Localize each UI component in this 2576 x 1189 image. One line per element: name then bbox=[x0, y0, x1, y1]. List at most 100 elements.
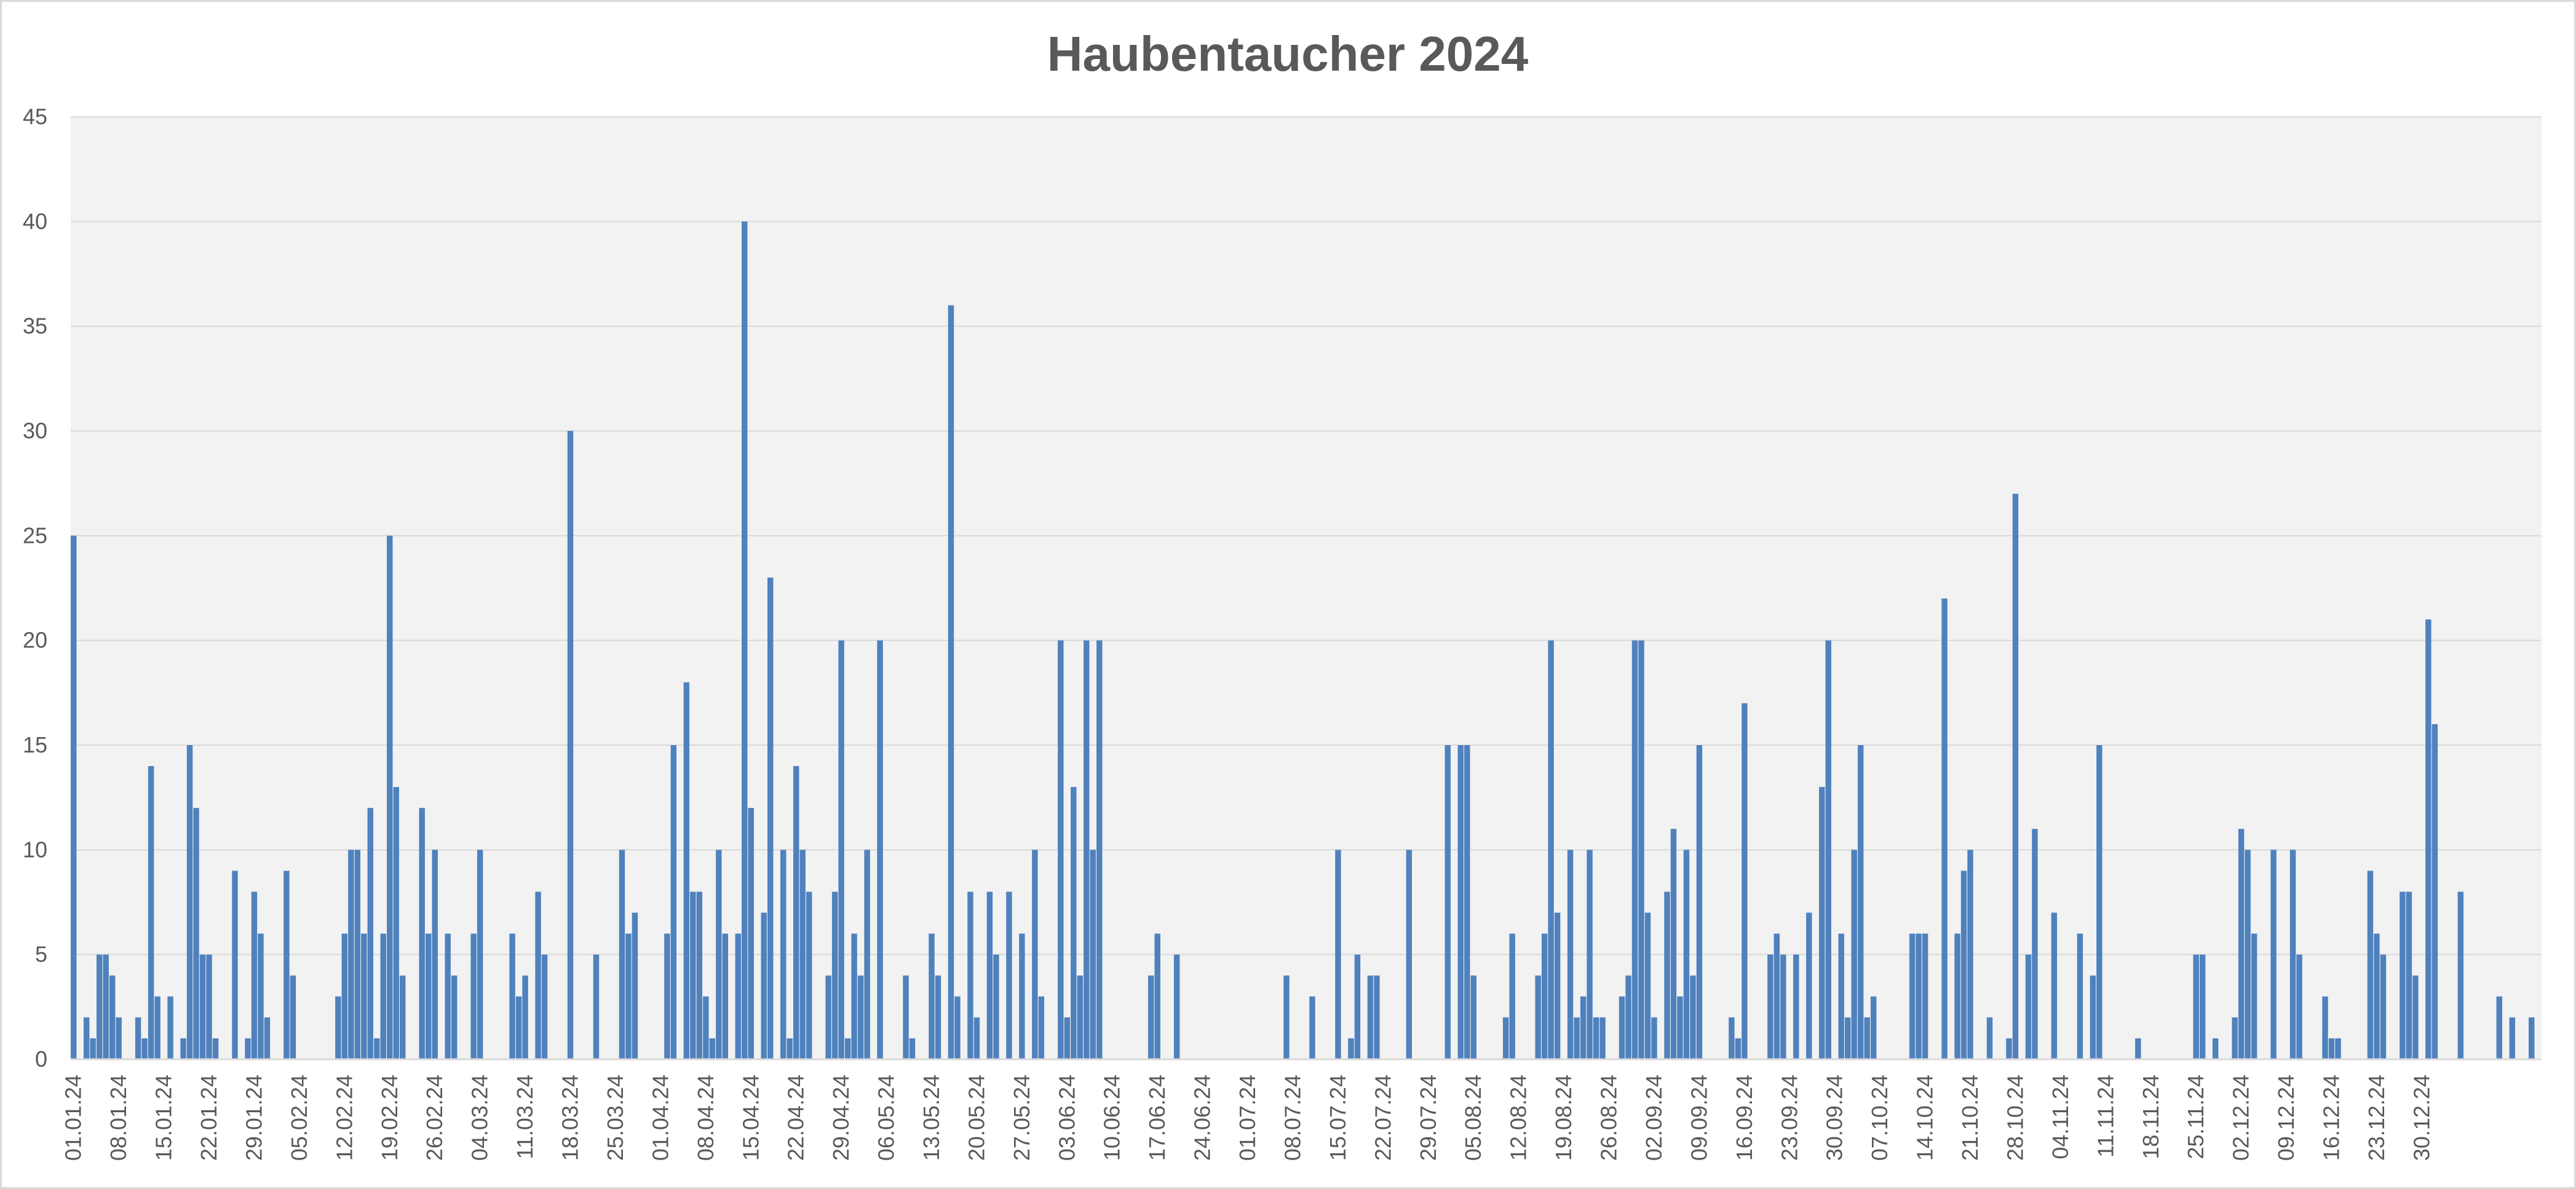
bar bbox=[567, 431, 574, 1059]
bar bbox=[844, 1038, 851, 1059]
bar bbox=[1038, 996, 1045, 1059]
bar bbox=[1509, 933, 1515, 1059]
bar bbox=[877, 640, 883, 1059]
bar bbox=[1309, 996, 1315, 1059]
bar bbox=[722, 933, 729, 1059]
bar bbox=[83, 1017, 90, 1059]
x-tick-label: 22.04.24 bbox=[783, 1075, 809, 1161]
bar bbox=[1580, 996, 1587, 1059]
x-tick-label: 10.06.24 bbox=[1100, 1075, 1125, 1161]
x-tick-label: 23.12.24 bbox=[2364, 1075, 2389, 1161]
bar bbox=[742, 221, 748, 1060]
bar bbox=[799, 850, 806, 1059]
bar bbox=[251, 891, 258, 1059]
bar bbox=[1071, 787, 1077, 1059]
bar bbox=[148, 766, 154, 1059]
bar bbox=[515, 996, 522, 1059]
bar bbox=[1077, 975, 1084, 1059]
x-tick-label: 12.02.24 bbox=[331, 1075, 357, 1161]
bar bbox=[1664, 891, 1670, 1059]
bar bbox=[761, 912, 767, 1059]
x-tick-label: 29.01.24 bbox=[241, 1075, 266, 1161]
bar bbox=[664, 933, 670, 1059]
bar bbox=[1986, 1017, 1993, 1059]
bar bbox=[2322, 996, 2328, 1059]
bar bbox=[283, 871, 290, 1059]
bar bbox=[1683, 850, 1690, 1059]
x-tick-label: 19.02.24 bbox=[377, 1075, 402, 1161]
bar bbox=[426, 933, 432, 1059]
bars bbox=[71, 221, 2535, 1060]
bar bbox=[2212, 1038, 2219, 1059]
bar bbox=[180, 1038, 186, 1059]
bar bbox=[1780, 954, 1786, 1059]
bar bbox=[1535, 975, 1541, 1059]
bar bbox=[993, 954, 999, 1059]
bar bbox=[2270, 850, 2277, 1059]
bar bbox=[2529, 1017, 2535, 1059]
bar bbox=[2406, 891, 2412, 1059]
bar bbox=[109, 975, 116, 1059]
bar bbox=[716, 850, 722, 1059]
x-tick-label: 25.03.24 bbox=[603, 1075, 628, 1161]
x-tick-label: 01.07.24 bbox=[1235, 1075, 1260, 1161]
y-tick-label: 15 bbox=[23, 732, 47, 757]
bar bbox=[400, 975, 406, 1059]
bar bbox=[1864, 1017, 1870, 1059]
bar bbox=[1844, 1017, 1851, 1059]
bar bbox=[1773, 933, 1780, 1059]
bar bbox=[1283, 975, 1290, 1059]
bar bbox=[948, 305, 954, 1060]
x-tick-label: 05.08.24 bbox=[1460, 1075, 1486, 1161]
bar bbox=[2328, 1038, 2335, 1059]
bar bbox=[1819, 787, 1825, 1059]
bar bbox=[258, 933, 264, 1059]
x-tick-label: 02.12.24 bbox=[2229, 1075, 2254, 1161]
bar bbox=[619, 850, 625, 1059]
x-tick-label: 28.10.24 bbox=[2002, 1075, 2027, 1161]
bar bbox=[2245, 850, 2251, 1059]
x-tick-label: 12.08.24 bbox=[1506, 1075, 1531, 1161]
bar bbox=[354, 850, 361, 1059]
bar bbox=[2199, 954, 2206, 1059]
bar bbox=[380, 933, 386, 1059]
bar bbox=[709, 1038, 716, 1059]
bar bbox=[1406, 850, 1413, 1059]
bar bbox=[1019, 933, 1025, 1059]
bar bbox=[186, 745, 193, 1059]
bar bbox=[1502, 1017, 1509, 1059]
bar bbox=[1677, 996, 1683, 1059]
bar bbox=[1593, 1017, 1599, 1059]
bar bbox=[232, 871, 238, 1059]
x-tick-label: 30.12.24 bbox=[2409, 1075, 2434, 1161]
bar bbox=[1367, 975, 1374, 1059]
bar bbox=[1670, 829, 1677, 1059]
bar bbox=[1916, 933, 1922, 1059]
bar bbox=[1960, 871, 1967, 1059]
bar bbox=[851, 933, 857, 1059]
bar bbox=[2289, 850, 2296, 1059]
bar bbox=[1967, 850, 1973, 1059]
bar bbox=[831, 891, 838, 1059]
bar bbox=[1147, 975, 1154, 1059]
bar bbox=[1742, 703, 1748, 1059]
x-tick-label: 03.06.24 bbox=[1054, 1075, 1079, 1161]
bar bbox=[857, 975, 864, 1059]
bar bbox=[1644, 912, 1651, 1059]
bar bbox=[1793, 954, 1799, 1059]
bar bbox=[1348, 1038, 1354, 1059]
bar bbox=[2096, 745, 2102, 1059]
bar bbox=[2496, 996, 2502, 1059]
bar bbox=[451, 975, 458, 1059]
x-tick-label: 09.09.24 bbox=[1686, 1075, 1711, 1161]
x-tick-label: 08.04.24 bbox=[693, 1075, 718, 1161]
bar bbox=[199, 954, 206, 1059]
bar bbox=[967, 891, 973, 1059]
bar bbox=[470, 933, 477, 1059]
bar bbox=[1806, 912, 1812, 1059]
bar bbox=[690, 891, 696, 1059]
bar bbox=[1587, 850, 1593, 1059]
x-tick-label: 13.05.24 bbox=[919, 1075, 944, 1161]
bar bbox=[2025, 954, 2032, 1059]
